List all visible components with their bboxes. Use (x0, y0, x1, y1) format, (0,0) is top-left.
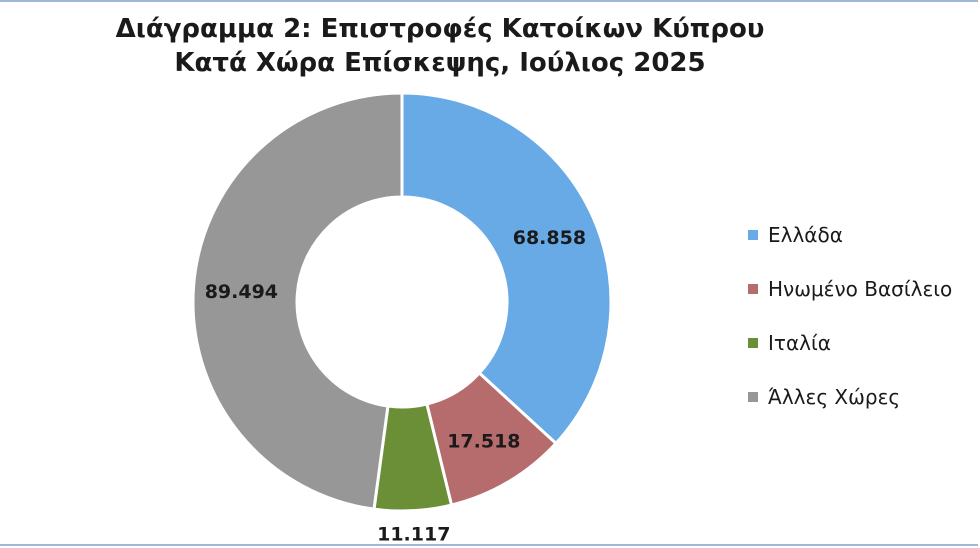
legend-item-0: Ελλάδα (748, 208, 952, 262)
legend-swatch-3 (748, 392, 758, 402)
chart-title: Διάγραμμα 2: Επιστροφές Κατοίκων Κύπρου … (60, 12, 820, 80)
legend-swatch-2 (748, 338, 758, 348)
legend-swatch-1 (748, 284, 758, 294)
donut-slice-3 (191, 91, 404, 511)
legend-item-2: Ιταλία (748, 316, 952, 370)
legend-item-1: Ηνωμένο Βασίλειο (748, 262, 952, 316)
legend-label-2: Ιταλία (768, 331, 831, 355)
donut-slice-0 (400, 91, 613, 446)
data-label-2: 11.117 (377, 524, 450, 546)
data-label-0: 68.858 (513, 227, 586, 249)
chart-legend: Ελλάδα Ηνωμένο Βασίλειο Ιταλία Άλλες Χώρες (748, 208, 952, 424)
legend-swatch-0 (748, 230, 758, 240)
legend-item-3: Άλλες Χώρες (748, 370, 952, 424)
legend-label-1: Ηνωμένο Βασίλειο (768, 277, 953, 301)
legend-label-0: Ελλάδα (768, 223, 843, 247)
legend-label-3: Άλλες Χώρες (768, 385, 901, 409)
data-label-3: 89.494 (205, 281, 278, 303)
chart-title-line-2: Κατά Χώρα Επίσκεψης, Ιούλιος 2025 (174, 48, 706, 78)
chart-title-line-1: Διάγραμμα 2: Επιστροφές Κατοίκων Κύπρου (115, 14, 765, 44)
data-label-1: 17.518 (447, 431, 520, 453)
